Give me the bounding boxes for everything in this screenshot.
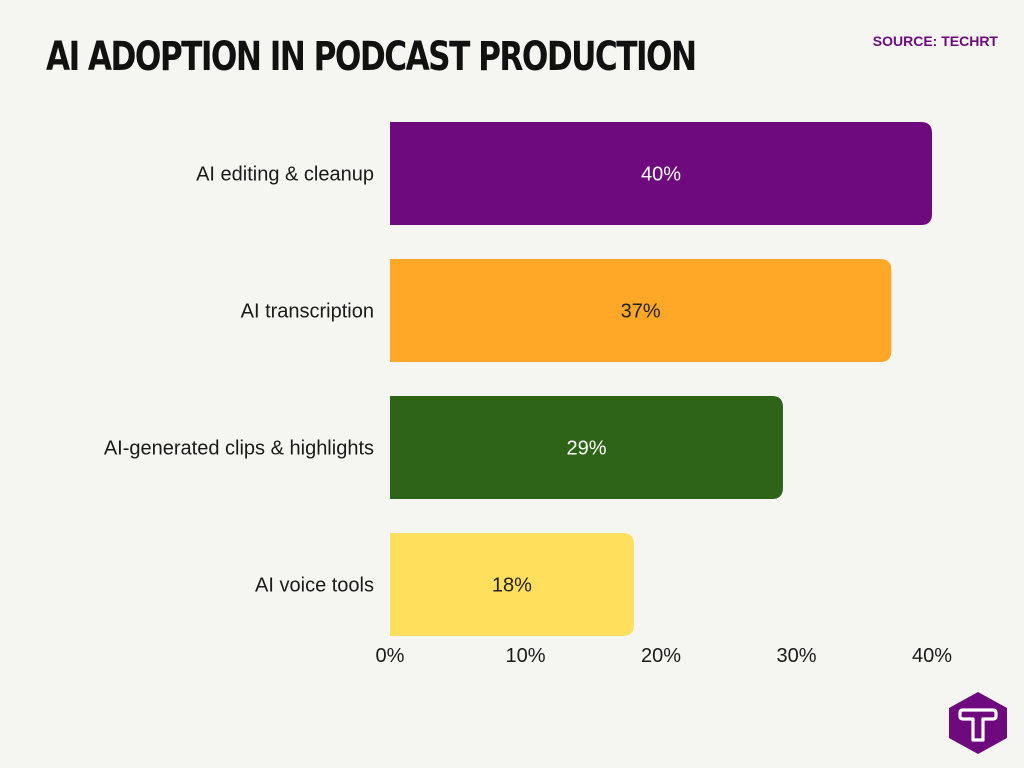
x-tick-label-2: 20% — [641, 645, 681, 667]
x-tick-label-1: 10% — [505, 645, 545, 667]
techrt-logo-icon — [949, 692, 1007, 754]
bar-0 — [390, 122, 932, 225]
x-tick-label-0: 0% — [376, 645, 405, 667]
value-label-3: 18% — [492, 575, 532, 597]
bar-2 — [390, 396, 783, 499]
bar-3 — [390, 533, 634, 636]
category-label-2: AI-generated clips & highlights — [104, 438, 374, 460]
logo-hexagon — [949, 692, 1007, 754]
value-label-1: 37% — [621, 301, 661, 323]
chart-title: AI ADOPTION IN PODCAST PRODUCTION — [46, 34, 697, 80]
x-tick-label-3: 30% — [776, 645, 816, 667]
category-label-1: AI transcription — [241, 301, 374, 323]
x-tick-label-4: 40% — [912, 645, 952, 667]
category-label-3: AI voice tools — [255, 575, 374, 597]
bar-1 — [390, 259, 892, 362]
source-label: SOURCE: TECHRT — [872, 33, 998, 49]
value-label-2: 29% — [566, 438, 606, 460]
value-label-0: 40% — [641, 164, 681, 186]
logo-letter-t — [958, 708, 998, 742]
category-label-0: AI editing & cleanup — [196, 164, 374, 186]
